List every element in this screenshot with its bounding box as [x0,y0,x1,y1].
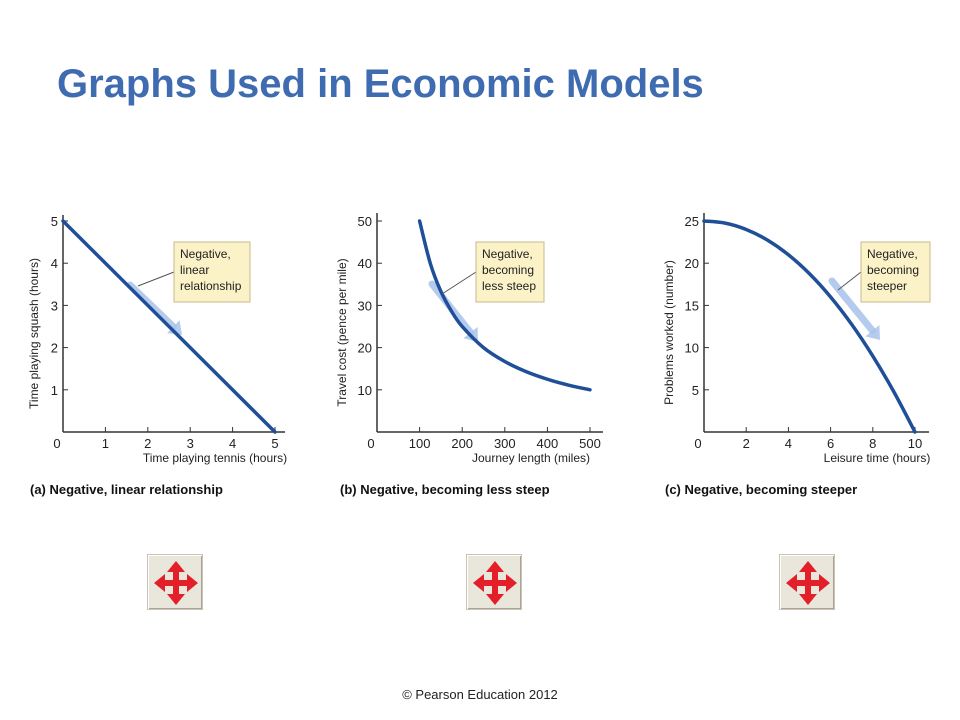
x-axis-label: Time playing tennis (hours) [143,451,287,465]
callout-text: becoming [482,263,534,277]
chart-panel-c: 0 2 4 6 8 10 5 10 15 20 25 Leisure time (hours) Prob… [662,213,931,497]
move-arrows-icon [473,561,517,605]
x-tick-label: 400 [537,436,559,451]
direction-arrowhead [865,325,880,340]
y-tick-label: 5 [692,383,699,398]
x-axis-label: Journey length (miles) [472,451,590,465]
y-tick-label: 1 [51,383,58,398]
y-tick-label: 10 [358,383,372,398]
x-tick-label: 100 [409,436,431,451]
x-tick-label: 8 [869,436,876,451]
x-tick-label: 3 [187,436,194,451]
x-tick-label: 10 [908,436,922,451]
series-curve [61,219,277,434]
y-axis-label: Travel cost (pence per mile) [335,258,349,406]
move-arrows-icon [154,561,198,605]
callout-text: becoming [867,263,919,277]
callout-text: Negative, [180,247,231,261]
y-tick-label: 4 [51,256,58,271]
y-tick-label: 5 [51,214,58,229]
y-tick-label: 20 [685,256,699,271]
y-tick-label: 25 [685,214,699,229]
callout-pointer [837,271,862,291]
x-tick-label: 300 [494,436,516,451]
callout-pointer [441,271,477,295]
series-curve [702,219,917,434]
x-tick-label: 500 [579,436,601,451]
y-tick-label: 30 [358,298,372,313]
x-tick-label: 6 [827,436,834,451]
y-tick-label: 3 [51,298,58,313]
x-tick-label: 0 [53,436,60,451]
x-tick-label: 2 [743,436,750,451]
direction-arrow [126,281,177,331]
direction-arrowhead [167,320,182,335]
x-tick-label: 2 [144,436,151,451]
y-tick-label: 15 [685,298,699,313]
y-axis-label: Time playing squash (hours) [27,258,41,409]
callout-text: Negative, [867,247,918,261]
nav-button-b[interactable] [466,554,522,610]
x-tick-label: 4 [785,436,792,451]
chart-caption: (c) Negative, becoming steeper [665,482,857,497]
slide-title: Graphs Used in Economic Models [57,62,704,106]
y-tick-label: 50 [358,214,372,229]
x-tick-label: 200 [451,436,473,451]
nav-button-a[interactable] [147,554,203,610]
move-arrows-icon [786,561,830,605]
callout-text: less steep [482,279,536,293]
y-tick-label: 40 [358,256,372,271]
x-tick-label: 1 [102,436,109,451]
x-tick-label: 0 [694,436,701,451]
x-tick-label: 4 [229,436,236,451]
y-tick-label: 10 [685,341,699,356]
y-tick-label: 20 [358,341,372,356]
x-tick-label: 0 [367,436,374,451]
callout-box [860,241,931,303]
y-axis-label: Problems worked (number) [662,260,676,405]
callout-text: Negative, [482,247,533,261]
callout-text: linear [180,263,209,277]
callout-box [475,241,545,303]
callout-pointer [137,271,175,287]
copyright-footer: © Pearson Education 2012 [402,687,558,702]
chart-caption: (a) Negative, linear relationship [30,482,223,497]
callout-box [173,241,251,303]
callout-text: relationship [180,279,242,293]
x-axis-label: Leisure time (hours) [824,451,931,465]
nav-button-c[interactable] [779,554,835,610]
x-tick-label: 5 [271,436,278,451]
chart-caption: (b) Negative, becoming less steep [340,482,550,497]
series-curve [417,219,592,392]
y-tick-label: 2 [51,341,58,356]
callout-text: steeper [867,279,907,293]
chart-panel-b: 0 100 200 300 400 500 10 20 30 40 50 Journey length… [335,213,603,497]
